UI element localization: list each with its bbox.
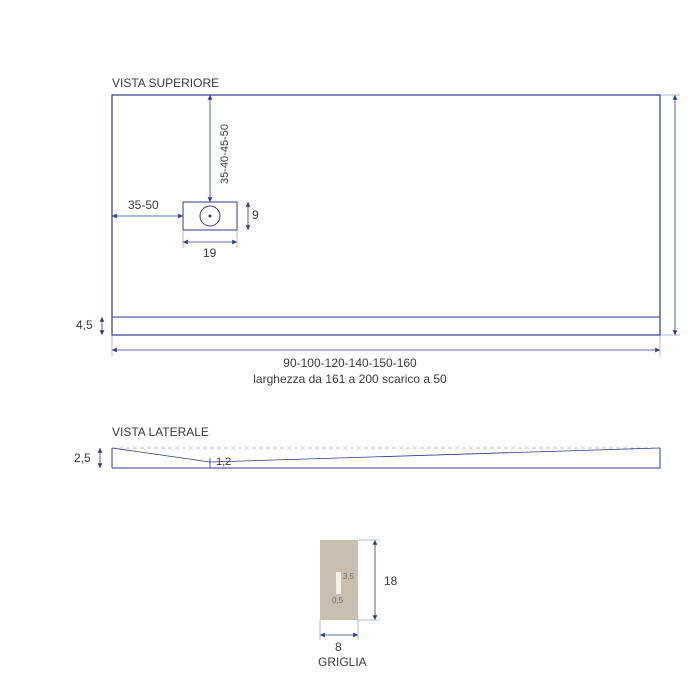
dim-width: 90-100-120-140-150-160 [0,356,700,370]
dim-griglia-h: 18 [384,574,397,588]
dim-drain-h: 9 [252,208,259,222]
side-view-title: VISTA LATERALE [112,425,209,439]
dim-drain-w: 19 [203,246,216,260]
griglia-title: GRIGLIA [318,655,367,669]
dim-side-25: 2,5 [74,451,91,465]
dim-top-to-drain: 35-40-45-50 [219,124,231,184]
top-view-title: VISTA SUPERIORE [112,76,219,90]
dim-strip-h: 4,5 [76,318,93,332]
dim-side-12: 1,2 [216,456,231,468]
top-view-rect [112,95,660,335]
dim-griglia-w: 8 [335,640,342,654]
dim-left-offset: 35-50 [128,198,159,212]
technical-drawing [0,0,700,700]
dim-griglia-inner1: 3,5 [343,572,354,581]
dim-griglia-inner2: 0,5 [332,596,343,605]
dim-width-note: larghezza da 161 a 200 scarico a 50 [0,372,700,386]
